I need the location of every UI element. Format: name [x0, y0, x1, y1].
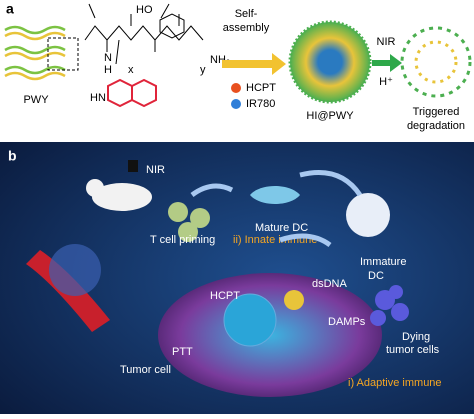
degraded-micelle — [414, 40, 458, 84]
cell-label: Immature — [360, 256, 406, 268]
legend-label: HCPT — [246, 82, 276, 94]
cell-label: tumor cells — [386, 344, 440, 356]
panel-label: b — [8, 148, 17, 164]
mature-dc — [250, 186, 300, 204]
arrow — [222, 53, 286, 75]
chem-label: x — [128, 64, 134, 76]
nanoparticles — [168, 202, 210, 242]
step-label: Triggered — [413, 106, 460, 118]
ir780-dot — [231, 99, 241, 109]
arrow — [372, 54, 402, 72]
nucleus — [223, 293, 277, 347]
nanoparticle — [284, 290, 304, 310]
step-label: assembly — [223, 22, 270, 34]
chem-label: y — [200, 64, 206, 76]
panel-label: a — [6, 1, 14, 17]
indole-ring — [131, 78, 157, 108]
chem-label: HO — [136, 4, 153, 16]
chem-label: N — [104, 52, 112, 64]
nir-label: NIR — [146, 164, 165, 176]
structure — [84, 3, 204, 65]
cell-label: Dying — [402, 331, 430, 343]
chem-label: H — [104, 64, 112, 76]
molecule-label: HCPT — [210, 290, 240, 302]
legend-label: IR780 — [246, 98, 275, 110]
dying-cells — [370, 285, 409, 326]
pwy-label: PWY — [23, 94, 49, 106]
molecule-label: DAMPs — [328, 316, 366, 328]
molecule-label: dsDNA — [312, 278, 348, 290]
process-label: T cell priming — [150, 234, 215, 246]
cell-label: Mature DC — [255, 222, 308, 234]
step-label: degradation — [407, 120, 465, 132]
pwy-chains — [4, 25, 66, 81]
cell-label: DC — [368, 270, 384, 282]
highlight-box — [47, 37, 79, 71]
laser — [128, 160, 138, 172]
cycle-arrows — [190, 170, 363, 248]
step-label: NIR — [377, 36, 396, 48]
cell-label: Tumor cell — [120, 364, 171, 376]
chem-label: HN — [90, 92, 106, 104]
immature-dc — [346, 193, 390, 237]
step-label: Self- — [235, 8, 258, 20]
degraded-micelle — [400, 26, 472, 98]
step-label: H⁺ — [379, 76, 393, 88]
tumor — [49, 244, 101, 296]
mouse — [92, 183, 152, 211]
molecule-label: PTT — [172, 346, 193, 358]
micelle — [288, 20, 372, 104]
micelle-label: HI@PWY — [306, 110, 354, 122]
mouse — [86, 179, 104, 197]
hcpt-dot — [231, 83, 241, 93]
process-label: i) Adaptive immune — [348, 377, 442, 389]
